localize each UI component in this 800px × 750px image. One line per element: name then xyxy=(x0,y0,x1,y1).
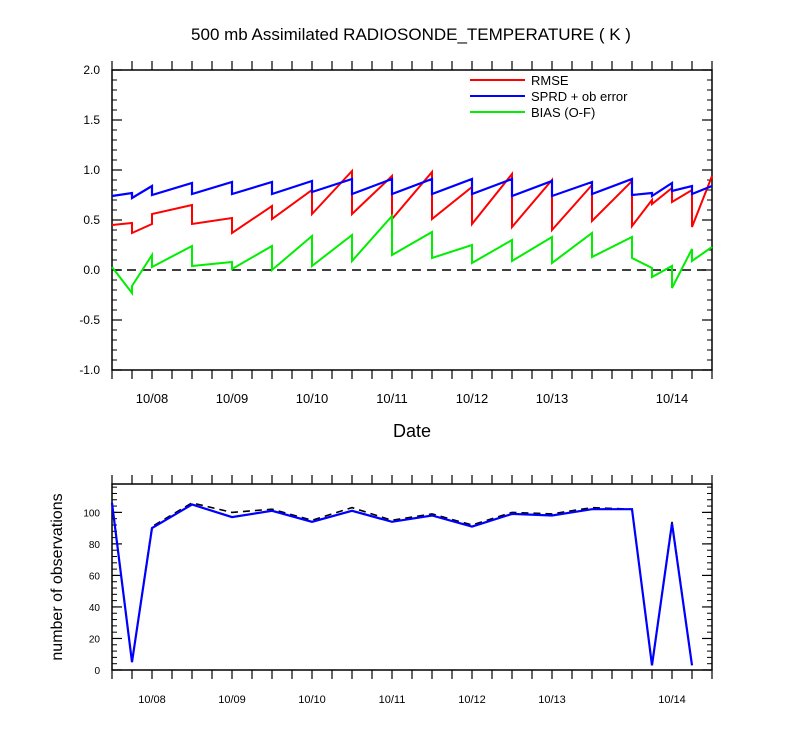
top-xtick-label: 10/12 xyxy=(456,391,489,406)
bottom-series-assim-line xyxy=(110,502,694,666)
legend-bias-label: BIAS (O-F) xyxy=(531,105,595,120)
top-ytick-label: -1.0 xyxy=(79,363,100,377)
legend-sprd-label: SPRD + ob error xyxy=(531,89,628,104)
bottom-ytick-label: 60 xyxy=(89,571,101,582)
top-plot-frame xyxy=(111,69,713,371)
top-xtick-label: 10/10 xyxy=(296,391,329,406)
bottom-plot: 0 20 40 60 80 100 10/08 10/09 10/10 10/11 10/12 10/… xyxy=(49,475,713,706)
legend: RMSE SPRD + ob error BIAS (O-F) xyxy=(470,73,628,120)
top-ytick-label: 1.0 xyxy=(83,163,100,177)
top-ytick-label: 0.5 xyxy=(83,213,100,227)
top-xtick-label: 10/09 xyxy=(216,391,249,406)
bottom-xtick-label: 10/13 xyxy=(538,694,566,706)
top-ytick-label: 2.0 xyxy=(83,63,100,77)
bottom-ytick-label: 0 xyxy=(94,666,100,677)
bottom-xtick-label: 10/09 xyxy=(218,694,246,706)
bottom-ytick-label: 20 xyxy=(89,634,101,645)
legend-rmse-label: RMSE xyxy=(531,73,569,88)
bottom-y-axis-label: number of observations xyxy=(49,493,66,660)
top-series-rmse-line xyxy=(111,168,713,235)
bottom-xtick-label: 10/12 xyxy=(458,694,486,706)
top-ytick-label: 1.5 xyxy=(83,113,100,127)
bottom-ytick-label: 80 xyxy=(89,540,101,551)
bottom-xtick-label: 10/11 xyxy=(379,694,406,706)
top-xtick-label: 10/08 xyxy=(136,391,169,406)
bottom-xtick-label: 10/08 xyxy=(138,694,166,706)
bottom-ytick-label: 40 xyxy=(89,603,101,614)
bottom-xtick-label: 10/10 xyxy=(298,694,326,706)
top-xtick-label: 10/11 xyxy=(376,391,408,406)
bottom-plot-frame xyxy=(111,483,713,671)
top-series-bias-line xyxy=(111,213,713,296)
top-xtick-label: 10/13 xyxy=(536,391,569,406)
top-ytick-label: -0.5 xyxy=(79,313,100,327)
top-plot: -1.0 -0.5 0.0 0.5 1.0 1.5 2.0 10/08 10/09 10/10 10… xyxy=(79,61,713,441)
top-x-axis-label: Date xyxy=(393,421,431,441)
bottom-xtick-label: 10/14 xyxy=(658,694,686,706)
top-series-sprd-line xyxy=(111,177,713,200)
top-ytick-label: 0.0 xyxy=(83,263,100,277)
bottom-ytick-label: 100 xyxy=(83,508,100,519)
top-xtick-label: 10/14 xyxy=(656,391,689,406)
chart-title: 500 mb Assimilated RADIOSONDE_TEMPERATUR… xyxy=(191,25,631,44)
bottom-series-total-line xyxy=(111,502,693,666)
